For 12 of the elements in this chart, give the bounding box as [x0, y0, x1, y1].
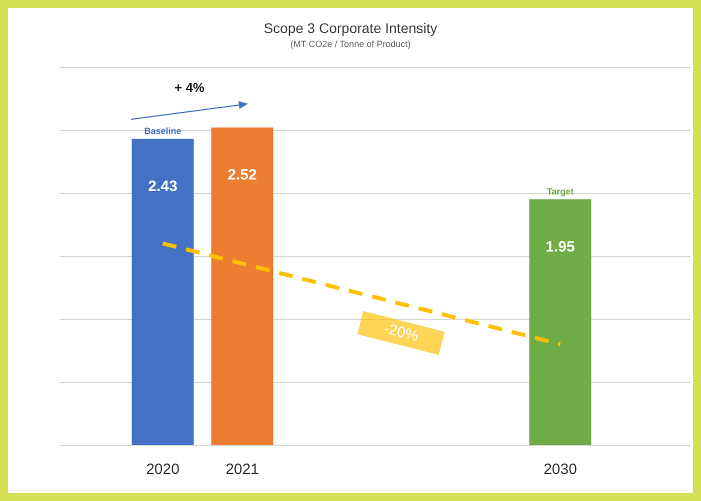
data-label: 1.95	[546, 238, 575, 256]
data-label: 2.43	[148, 178, 178, 195]
annotation: Baseline	[144, 126, 182, 136]
data-label: 2.52	[228, 166, 257, 184]
x-tick-label: 2020	[146, 461, 180, 478]
annotation: + 4%	[174, 80, 205, 96]
label-box: -20%	[358, 310, 445, 355]
x-tick-label: 2030	[544, 461, 577, 478]
chart-title: Scope 3 Corporate Intensity	[262, 20, 438, 36]
annotation: Target	[546, 186, 574, 196]
x-tick-label: 2021	[226, 461, 259, 478]
chart-subtitle: (MT CO2e / Tonne of Product)	[289, 39, 412, 49]
